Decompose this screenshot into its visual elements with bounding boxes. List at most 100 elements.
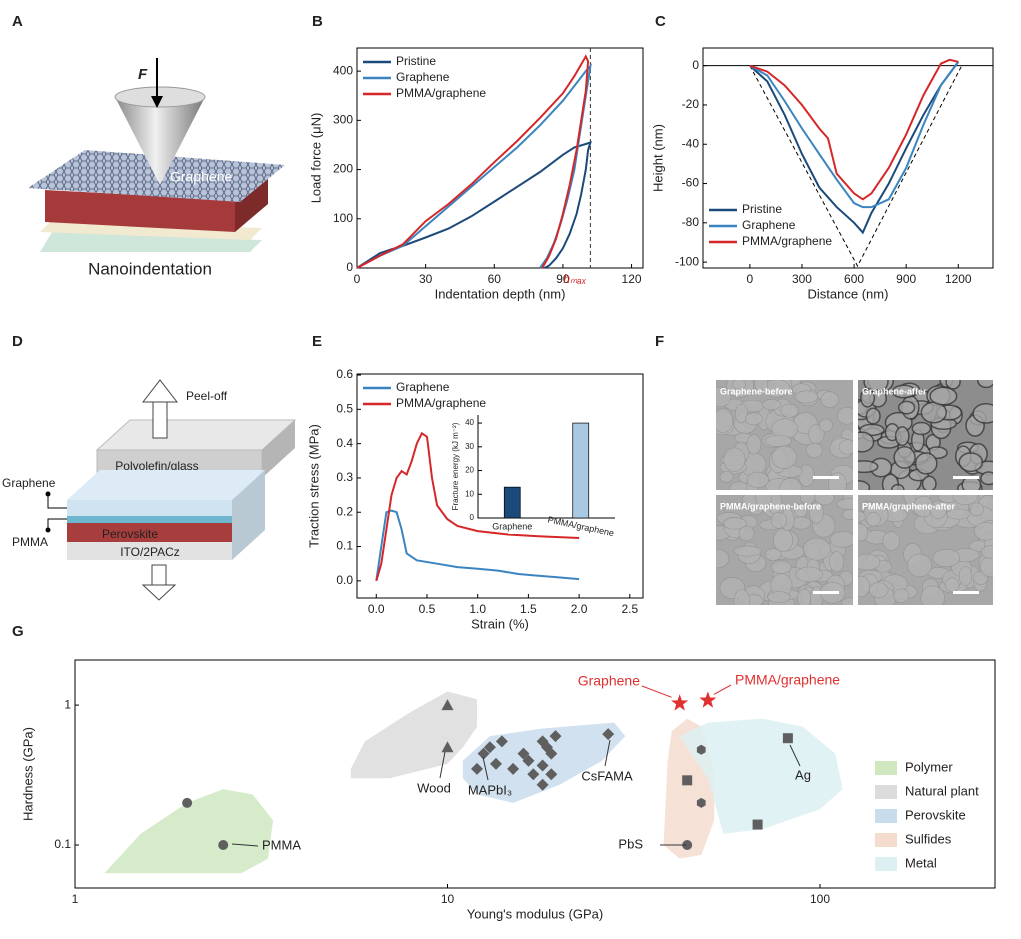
x-tick-label: 0.0 — [368, 602, 385, 616]
grain — [820, 391, 839, 408]
grain — [945, 380, 961, 390]
y-axis-label: Hardness (GPa) — [20, 727, 35, 821]
x-axis-label: Strain (%) — [471, 616, 529, 631]
series-line — [749, 58, 959, 201]
marker — [490, 757, 502, 770]
marker — [752, 819, 763, 830]
legend-swatch — [875, 785, 897, 799]
grain — [945, 577, 960, 593]
sem-label: PMMA/graphene-before — [720, 501, 821, 511]
leader — [47, 518, 67, 530]
plate-label: Polyolefin/glass — [115, 459, 198, 473]
grain — [837, 406, 853, 425]
grain — [798, 464, 815, 487]
panel-label: F — [655, 333, 664, 350]
grain — [929, 500, 947, 520]
grain — [911, 421, 932, 436]
point-label: MAPbI₃ — [468, 782, 512, 797]
y-tick-label: 40 — [465, 418, 474, 427]
grain — [974, 522, 993, 541]
grain — [770, 512, 787, 529]
grain — [734, 403, 749, 423]
perovskite-side — [235, 172, 268, 232]
scale-bar — [953, 476, 979, 479]
marker — [549, 730, 562, 743]
point-label: PMMA — [262, 837, 301, 852]
marker — [495, 735, 508, 748]
y-axis-label: Height (nm) — [650, 124, 665, 192]
panel-label: D — [12, 333, 23, 350]
grain — [733, 589, 750, 605]
legend-label: PMMA/graphene — [396, 396, 486, 410]
y-tick-label: 0.6 — [336, 367, 353, 381]
x-tick-label: 0.5 — [419, 602, 436, 616]
y-tick-label: 0 — [470, 513, 475, 522]
y-tick-label: 0.5 — [336, 402, 353, 416]
x-tick-label: Graphene — [492, 521, 532, 531]
grain — [921, 475, 937, 490]
grain — [842, 509, 853, 520]
axes-frame — [702, 47, 994, 269]
grain — [771, 445, 797, 470]
marker — [536, 759, 549, 772]
y-tick-label: 0.1 — [336, 539, 353, 553]
marker — [517, 747, 530, 760]
grain — [976, 380, 993, 389]
region — [350, 691, 477, 779]
grain — [733, 545, 762, 557]
grain — [882, 531, 900, 551]
graphene-layer — [67, 500, 232, 516]
sem-image — [716, 380, 853, 490]
x-tick-label: 1.5 — [520, 602, 537, 616]
grain — [958, 566, 973, 586]
grain — [818, 418, 833, 433]
down-arrow — [151, 564, 167, 588]
stack-side — [232, 470, 265, 560]
grain — [723, 447, 746, 472]
y-tick-label: -20 — [682, 97, 700, 111]
marker — [671, 694, 689, 711]
leader-line — [231, 843, 259, 847]
grain — [858, 460, 879, 474]
perovskite-front — [45, 190, 235, 232]
guide-line — [749, 65, 963, 268]
grain — [772, 528, 794, 552]
x-tick-label: 120 — [622, 272, 642, 286]
grain — [794, 390, 818, 404]
marker — [441, 741, 454, 753]
grain — [746, 471, 769, 488]
grain — [765, 434, 793, 447]
marker — [696, 797, 706, 808]
y-axis-label: Fracture energy (kJ m⁻²) — [451, 422, 460, 510]
grain — [890, 483, 905, 490]
leader-line — [439, 751, 446, 779]
arrow-head — [151, 96, 163, 108]
grain — [893, 445, 916, 469]
y-tick-label: 0.3 — [336, 470, 353, 484]
grain — [808, 424, 825, 444]
grain — [932, 548, 961, 568]
grain — [805, 442, 823, 459]
marker — [545, 747, 558, 760]
x-tick-label: 1.0 — [469, 602, 486, 616]
grain — [866, 512, 881, 527]
panel-d: D Polyolefin/glass Peel-off Perovskite I… — [2, 333, 297, 601]
highlight-label: PMMA/graphene — [735, 672, 840, 688]
marker — [527, 768, 540, 781]
peel-arrow — [152, 399, 168, 439]
panel-label: C — [655, 13, 666, 30]
indenter-cone — [115, 97, 205, 185]
grain — [894, 426, 910, 447]
x-tick-label: 2.5 — [621, 602, 638, 616]
pmma-layer — [67, 516, 232, 523]
legend-label: Metal — [905, 855, 937, 870]
marker — [602, 728, 615, 741]
grain — [764, 548, 782, 561]
legend-swatch — [875, 857, 897, 871]
x-tick-label: 60 — [488, 272, 502, 286]
series-line — [356, 54, 590, 269]
stack-top — [67, 470, 265, 500]
grain — [972, 402, 993, 424]
y-tick-label: 100 — [333, 211, 353, 225]
y-axis-label: Traction stress (MPa) — [306, 424, 321, 548]
